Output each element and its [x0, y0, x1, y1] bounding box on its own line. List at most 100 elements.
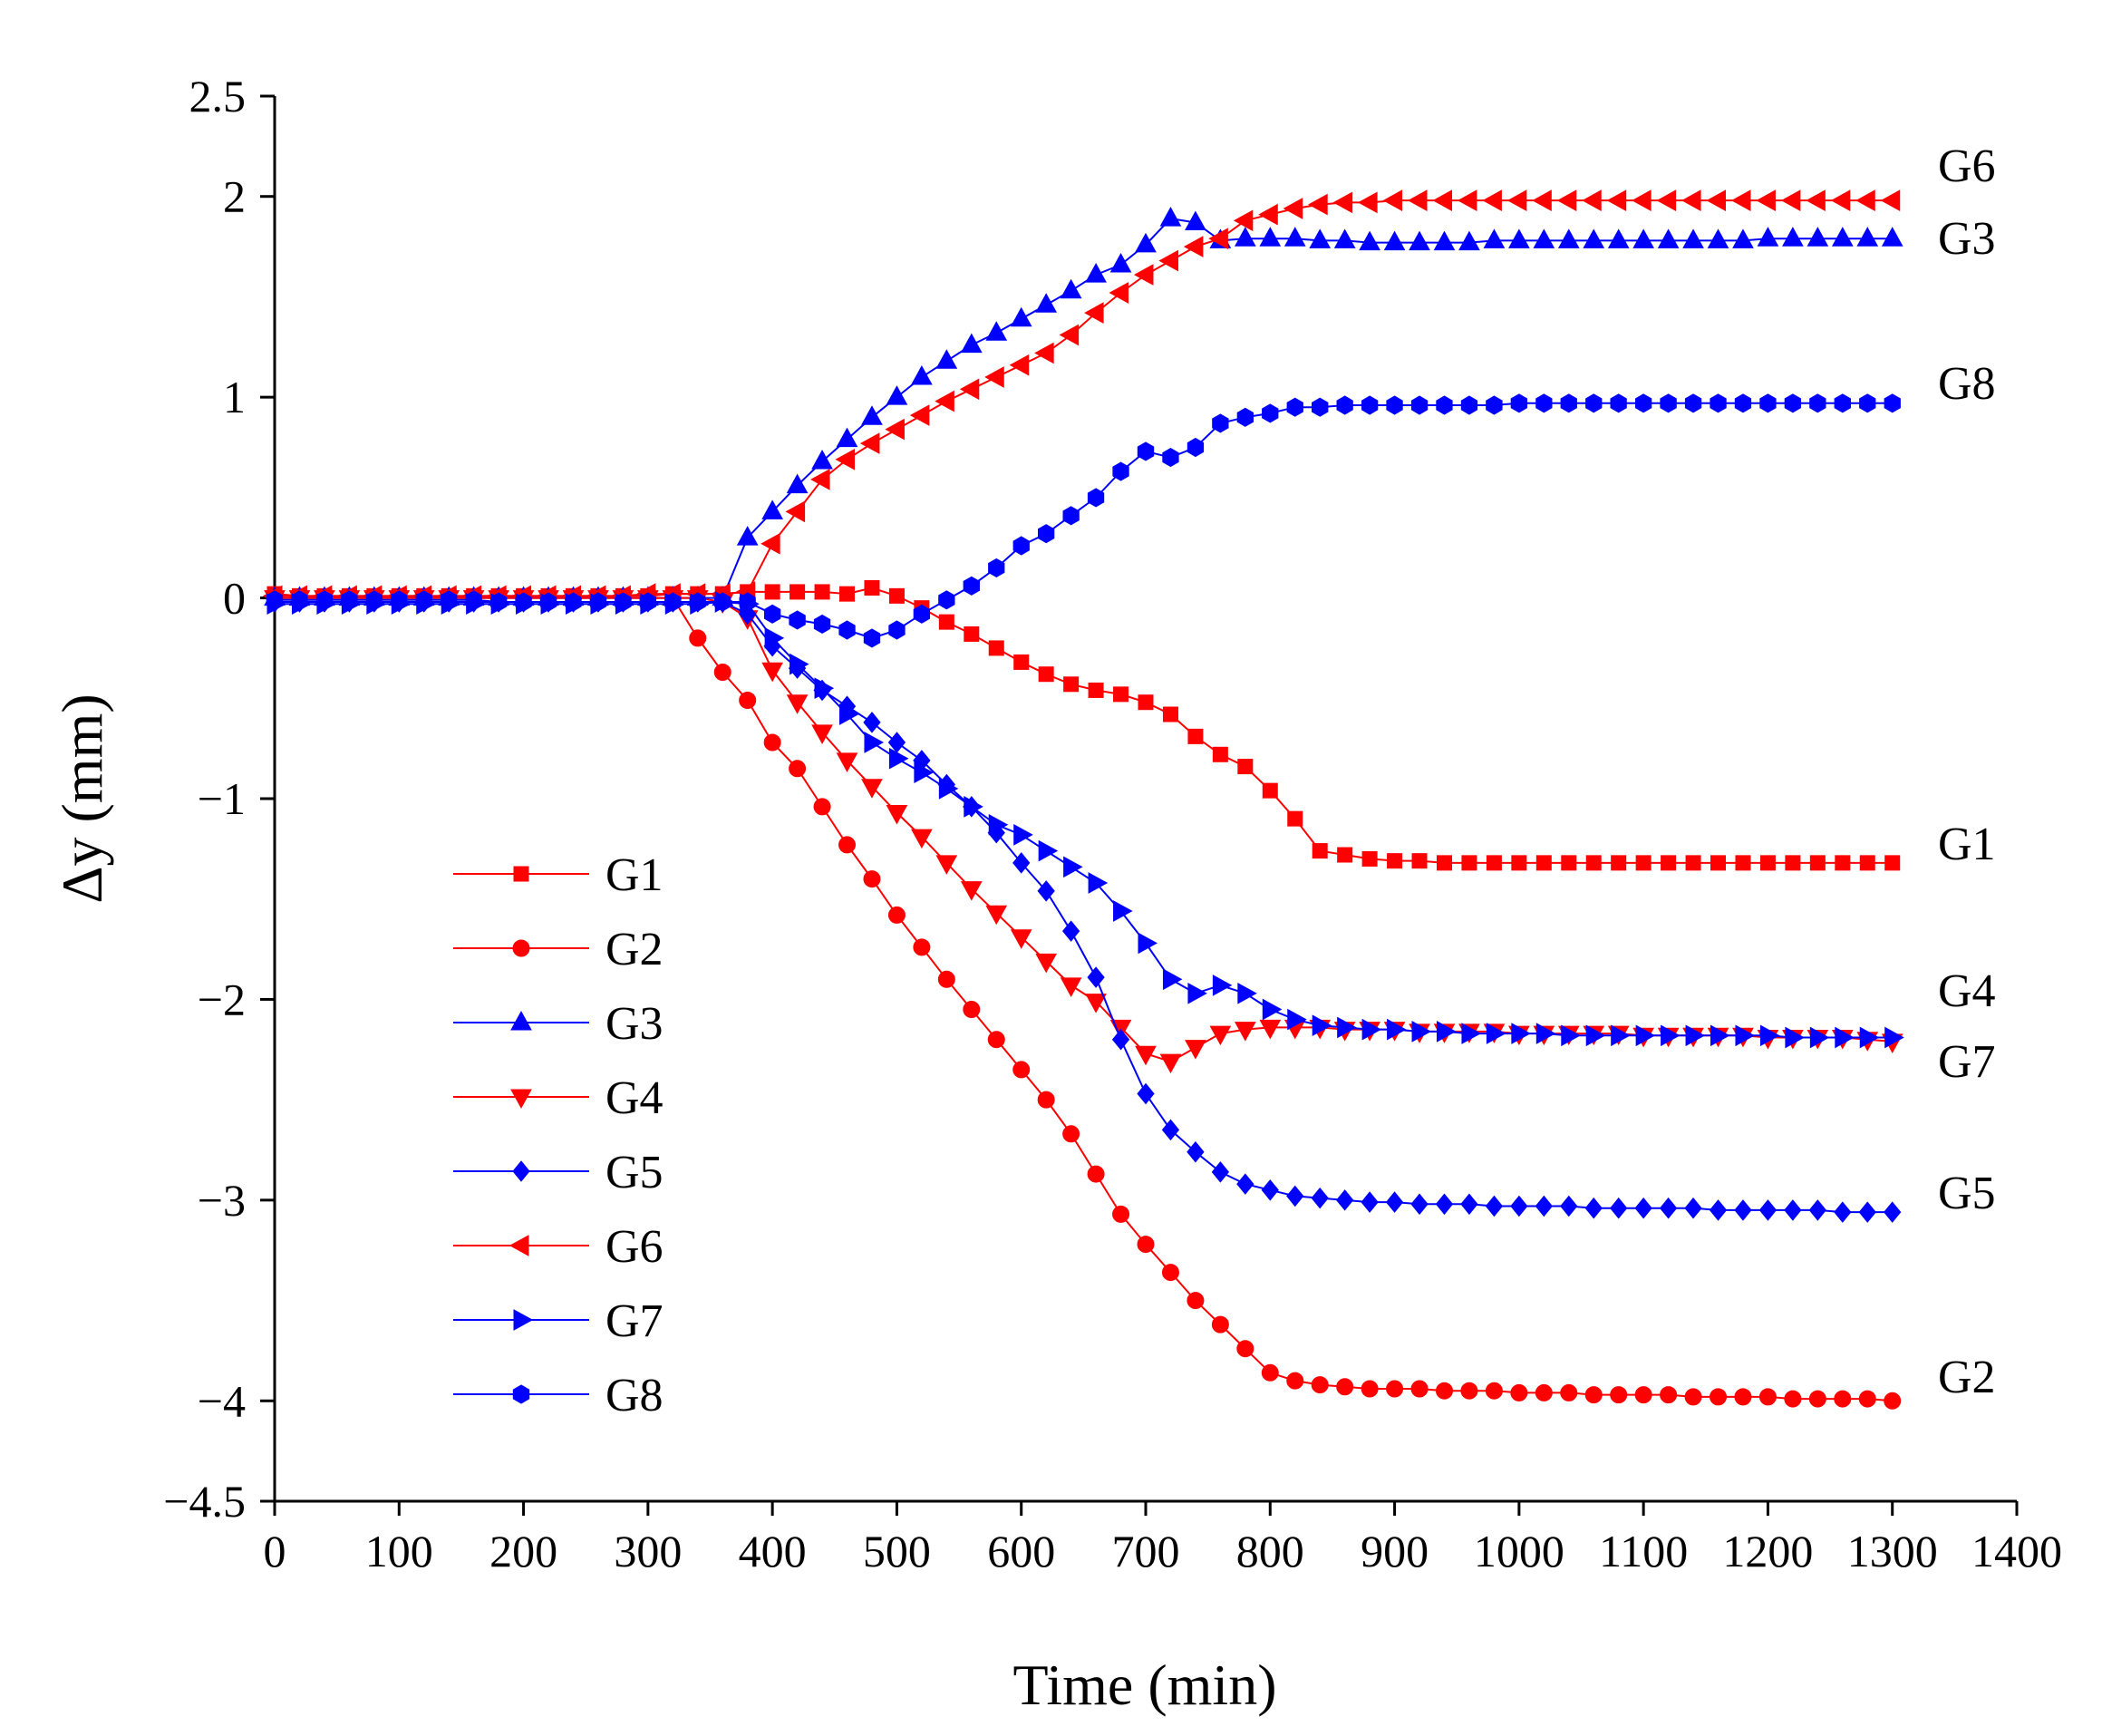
x-tick-label: 1100 [1599, 1526, 1688, 1576]
data-point-g3 [761, 499, 783, 519]
data-point-g1 [1735, 855, 1751, 871]
data-point-g5 [1584, 1197, 1603, 1219]
data-point-g1 [1785, 855, 1801, 871]
data-point-g3 [1333, 228, 1356, 248]
data-point-g8 [1834, 393, 1851, 413]
x-tick-label: 200 [489, 1526, 557, 1576]
data-point-g1 [1486, 855, 1502, 871]
data-point-g6 [1756, 189, 1776, 211]
data-point-g8 [1710, 393, 1727, 413]
x-tick-label: 700 [1112, 1526, 1180, 1576]
data-point-g8 [1087, 488, 1105, 508]
data-point-g1 [888, 587, 905, 604]
data-point-g7 [914, 761, 934, 784]
data-point-g4 [836, 752, 858, 772]
data-point-g1 [1635, 855, 1652, 871]
data-point-g7 [789, 653, 809, 675]
legend-label: G5 [605, 1147, 664, 1198]
data-point-g3 [1707, 228, 1729, 248]
y-tick-label: 1 [223, 372, 246, 422]
data-point-g5 [1311, 1187, 1329, 1209]
data-point-g2 [838, 836, 857, 854]
data-point-g3 [836, 427, 858, 448]
data-point-g7 [814, 677, 835, 700]
data-point-g3 [1433, 230, 1456, 251]
data-point-g3 [1757, 227, 1779, 247]
data-point-g1 [1237, 759, 1254, 775]
data-point-g1 [1411, 853, 1428, 869]
data-point-g8 [1884, 393, 1901, 413]
data-point-g4 [1035, 953, 1058, 974]
data-point-g7 [1187, 982, 1207, 1004]
data-point-g1 [1013, 654, 1030, 670]
data-point-g5 [1659, 1197, 1678, 1219]
data-point-g8 [1312, 397, 1329, 417]
data-point-g5 [1111, 1028, 1130, 1051]
data-point-g5 [1037, 880, 1055, 902]
data-point-g2 [763, 733, 781, 752]
legend-label: G6 [605, 1221, 664, 1273]
y-tick-label: −4.5 [163, 1476, 246, 1527]
data-point-g2 [713, 664, 731, 681]
data-point-g7 [1063, 856, 1083, 878]
data-point-g3 [736, 526, 759, 546]
data-point-g3 [935, 349, 958, 369]
data-point-g3 [1109, 252, 1132, 273]
data-point-g6 [1283, 198, 1303, 219]
legend-item-g2: G2 [453, 924, 664, 975]
data-point-g7 [864, 732, 885, 753]
data-point-g5 [1610, 1197, 1628, 1219]
data-point-g1 [1287, 810, 1303, 827]
data-point-g7 [1337, 1016, 1357, 1039]
data-point-g8 [1535, 393, 1553, 413]
y-axis-title: Δy (mm) [50, 693, 114, 903]
data-point-g3 [1309, 228, 1332, 248]
data-point-g2 [1710, 1388, 1728, 1406]
data-point-g8 [1262, 403, 1279, 423]
data-point-g3 [1458, 230, 1480, 251]
data-point-g1 [1187, 728, 1204, 744]
x-tick-label: 1200 [1722, 1526, 1813, 1576]
end-label-g4: G4 [1938, 965, 1996, 1017]
end-label-g1: G1 [1938, 819, 1996, 870]
data-point-g2 [813, 798, 831, 816]
legend-item-g5: G5 [453, 1147, 664, 1198]
data-point-g1 [1337, 847, 1353, 863]
data-point-g7 [1611, 1024, 1631, 1047]
data-point-g6 [1830, 189, 1851, 211]
data-point-g2 [1187, 1292, 1205, 1310]
data-point-g5 [1510, 1195, 1528, 1217]
data-point-g3 [1159, 207, 1182, 227]
data-point-g6 [1109, 282, 1129, 304]
data-point-g2 [1684, 1388, 1702, 1406]
data-point-g1 [1113, 686, 1129, 703]
data-point-g1 [764, 584, 780, 600]
data-point-g4 [886, 805, 908, 825]
y-tick-label: 0 [223, 573, 246, 624]
data-point-g5 [1435, 1193, 1454, 1216]
data-point-g1 [1511, 855, 1527, 871]
data-point-g1 [1063, 676, 1080, 693]
y-tick-label: −2 [198, 974, 246, 1024]
x-tick-label: 100 [365, 1526, 433, 1576]
data-point-g7 [1685, 1024, 1706, 1047]
data-point-g2 [1510, 1383, 1528, 1401]
data-point-g7 [964, 796, 983, 818]
data-point-g6 [1407, 189, 1428, 211]
data-point-g5 [1808, 1199, 1826, 1221]
legend-marker [512, 1384, 530, 1404]
data-point-g4 [811, 724, 833, 744]
data-point-g5 [1161, 1119, 1180, 1141]
data-point-g8 [1336, 395, 1353, 415]
data-point-g3 [1682, 228, 1704, 248]
x-tick-label: 500 [863, 1526, 931, 1576]
data-point-g6 [760, 532, 780, 555]
series-layer [262, 189, 1904, 1410]
data-point-g6 [1183, 236, 1204, 257]
data-point-g6 [935, 390, 954, 412]
data-point-g2 [1361, 1380, 1379, 1398]
data-point-g4 [1159, 1053, 1182, 1074]
data-point-g8 [589, 592, 607, 612]
data-point-g8 [689, 592, 706, 612]
data-point-g6 [1706, 189, 1727, 211]
